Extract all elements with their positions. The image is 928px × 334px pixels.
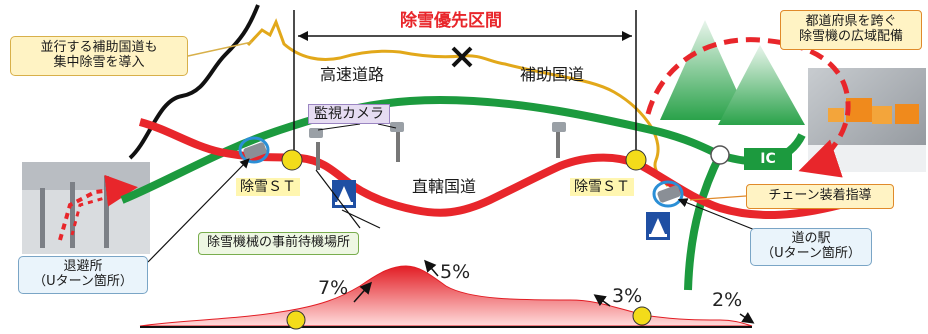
parallel-road-line2: 集中除雪を導入	[53, 54, 145, 70]
x-mark-icon	[451, 46, 473, 68]
ic-badge: IC	[744, 148, 792, 171]
elevation-st-marker-right	[632, 306, 652, 326]
evacuation-callout: 退避所 （Uターン箇所）	[18, 256, 148, 294]
camera-pole-icon	[390, 122, 404, 162]
highway-ramp	[684, 153, 724, 291]
aux-road-line	[246, 18, 670, 187]
grade-7-label: 7%	[318, 277, 349, 299]
snowplow-photo	[808, 68, 926, 172]
michinoeki-line1: 道の駅	[791, 231, 831, 246]
uturn-arrow-icon	[652, 180, 684, 208]
st-marker-right	[625, 149, 647, 171]
direct-road-label: 直轄国道	[412, 177, 477, 196]
wide-area-line1: 都道府県を跨ぐ	[805, 14, 897, 29]
evacuation-photo	[22, 162, 150, 254]
evacuation-line1: 退避所	[63, 259, 103, 274]
priority-section-bracket	[293, 10, 637, 160]
camera-label: 監視カメラ	[308, 104, 390, 125]
direct-road-line	[138, 118, 841, 220]
parallel-road-line1: 並行する補助国道も	[40, 40, 158, 55]
mountain-road-black	[128, 4, 260, 160]
st-label-right: 除雪ＳＴ	[570, 178, 634, 197]
wide-area-line2: 除雪機の広域配備	[798, 28, 903, 44]
grade-2-label: 2%	[712, 289, 743, 311]
grade-3-label: 3%	[612, 285, 643, 307]
parallel-road-callout: 並行する補助国道も 集中除雪を導入	[10, 36, 188, 76]
michinoeki-line2: （Uターン箇所）	[761, 245, 861, 261]
highway-label: 高速道路	[320, 65, 385, 84]
st-marker-left	[281, 149, 303, 171]
mountains	[660, 20, 805, 125]
aux-road-label: 補助国道	[520, 65, 585, 84]
michinoeki-callout: 道の駅 （Uターン箇所）	[750, 228, 872, 266]
leader-lines	[147, 41, 761, 263]
elevation-profile	[139, 259, 755, 330]
elevation-st-marker-left	[286, 310, 306, 330]
staging-area-callout: 除雪機械の事前待機場所	[198, 232, 360, 255]
uturn-arrow-icon	[238, 136, 270, 164]
ic-junction	[710, 145, 730, 165]
michinoeki-icon	[332, 180, 356, 208]
chain-guidance-callout: チェーン装着指導	[746, 184, 894, 209]
st-label-left: 除雪ＳＴ	[236, 178, 300, 197]
michinoeki-icon	[646, 212, 670, 240]
grade-5-label: 5%	[440, 261, 471, 283]
camera-pole-icon	[552, 122, 566, 158]
priority-section-title: 除雪優先区間	[400, 11, 502, 31]
camera-pole-icon	[309, 128, 323, 170]
wide-area-callout: 都道府県を跨ぐ 除雪機の広域配備	[780, 10, 922, 50]
evacuation-line2: （Uターン箇所）	[33, 273, 133, 289]
